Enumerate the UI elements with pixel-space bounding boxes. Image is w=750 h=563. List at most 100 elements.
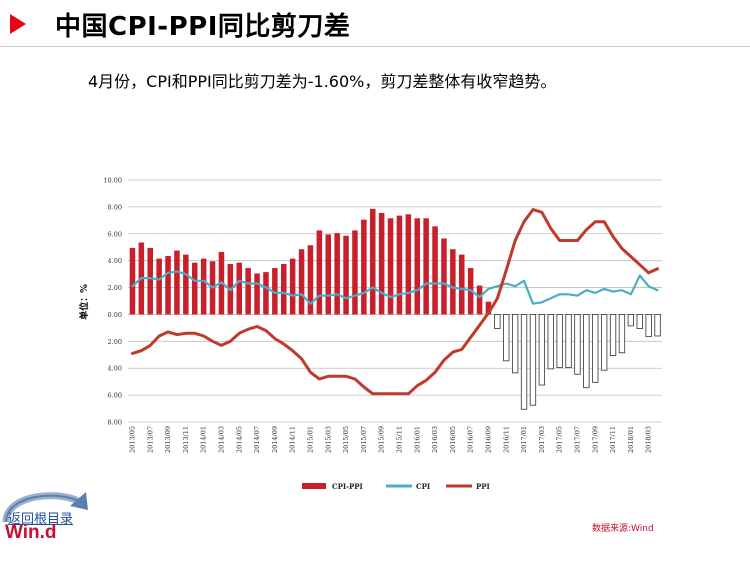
bar-cpi-ppi bbox=[627, 314, 635, 327]
bar-cpi-ppi bbox=[476, 285, 483, 315]
x-tick-label: 2016/03 bbox=[431, 426, 439, 453]
x-tick-label: 2016/07 bbox=[467, 426, 475, 453]
x-tick-label: 2014/01 bbox=[200, 426, 208, 453]
x-tick-label: 2018/03 bbox=[645, 426, 653, 453]
bar-cpi-ppi bbox=[414, 218, 421, 315]
bar-cpi-ppi bbox=[609, 314, 617, 356]
bar-cpi-ppi bbox=[236, 262, 243, 315]
x-tick-label: 2014/07 bbox=[253, 426, 261, 453]
y-tick-label: 8.00 bbox=[108, 419, 122, 427]
x-tick-label: 2013/11 bbox=[182, 426, 190, 453]
legend-label: PPI bbox=[476, 482, 490, 491]
y-tick-label: 8.00 bbox=[108, 203, 122, 211]
x-tick-label: 2013/07 bbox=[146, 426, 154, 453]
bar-cpi-ppi bbox=[556, 314, 563, 368]
line-series bbox=[130, 208, 660, 396]
bar-cpi-ppi bbox=[494, 314, 501, 329]
bar-cpi-ppi bbox=[129, 247, 136, 315]
chart-legend: CPI-PPI CPI PPI bbox=[302, 482, 490, 491]
y-tick-label: 10.00 bbox=[103, 177, 122, 185]
bar-cpi-ppi bbox=[200, 258, 207, 315]
bar-cpi-ppi bbox=[369, 208, 376, 315]
y-tick-label: 6.00 bbox=[108, 392, 122, 400]
data-source: 数据来源:Wind bbox=[592, 524, 654, 534]
x-tick-label: 2017/11 bbox=[609, 426, 617, 453]
title-divider bbox=[0, 46, 750, 47]
legend-label: CPI bbox=[416, 482, 430, 491]
bar-cpi-ppi bbox=[174, 250, 180, 315]
bar-cpi-ppi bbox=[636, 314, 643, 329]
bar-cpi-ppi bbox=[450, 249, 456, 315]
bar-cpi-ppi bbox=[254, 273, 260, 315]
x-tick-label: 2013/05 bbox=[128, 426, 136, 453]
bar-cpi-ppi bbox=[316, 230, 323, 315]
x-tick-label: 2014/09 bbox=[271, 426, 279, 453]
bar-cpi-ppi bbox=[307, 245, 314, 315]
bar-cpi-ppi bbox=[511, 314, 519, 374]
return-arrow-icon bbox=[2, 492, 88, 523]
bar-cpi-ppi bbox=[432, 226, 438, 315]
bar-cpi-ppi bbox=[405, 214, 412, 315]
x-tick-label: 2016/09 bbox=[484, 426, 492, 453]
bar-cpi-ppi bbox=[191, 262, 198, 315]
line-cpi bbox=[131, 270, 659, 305]
x-tick-label: 2015/11 bbox=[395, 426, 403, 453]
title-arrow-icon bbox=[10, 14, 26, 34]
bar-cpi-ppi bbox=[547, 314, 554, 370]
bar-cpi-ppi bbox=[423, 218, 429, 315]
subtitle: 4月份，CPI和PPI同比剪刀差为-1.60%，剪刀差整体有收窄趋势。 bbox=[88, 72, 557, 91]
x-tick-label: 2016/11 bbox=[502, 426, 510, 453]
bar-cpi-ppi bbox=[343, 235, 349, 315]
y-tick-label: 6.00 bbox=[108, 230, 122, 238]
bar-cpi-ppi bbox=[289, 258, 296, 315]
bar-cpi-ppi bbox=[645, 314, 652, 338]
x-tick-label: 2015/03 bbox=[324, 426, 332, 453]
bar-cpi-ppi bbox=[485, 301, 492, 315]
x-tick-label: 2017/01 bbox=[520, 426, 528, 453]
x-tick-label: 2014/05 bbox=[235, 426, 243, 453]
bar-cpi-ppi bbox=[583, 314, 590, 389]
bar-cpi-ppi bbox=[387, 218, 394, 315]
back-to-root-button[interactable]: 返回根目录 Win.d bbox=[0, 488, 90, 558]
y-tick-label: 0.00 bbox=[108, 311, 122, 319]
y-tick-label: 4.00 bbox=[108, 257, 122, 265]
line-ppi bbox=[130, 208, 660, 396]
bar-cpi-ppi bbox=[183, 254, 189, 315]
bar-cpi-ppi bbox=[503, 314, 510, 362]
back-link-label[interactable]: 返回根目录 bbox=[8, 512, 74, 527]
x-tick-label: 2016/05 bbox=[449, 426, 457, 453]
bar-cpi-ppi bbox=[396, 215, 403, 315]
bar-cpi-ppi bbox=[263, 272, 269, 315]
bar-cpi-ppi bbox=[378, 212, 385, 315]
x-tick-label: 2017/05 bbox=[556, 426, 564, 453]
x-tick-label: 2015/05 bbox=[342, 426, 350, 453]
y-axis-label: 单位：% bbox=[78, 284, 90, 320]
bar-cpi-ppi bbox=[520, 314, 528, 410]
bar-cpi-ppi bbox=[334, 233, 340, 315]
bar-cpi-ppi bbox=[280, 264, 287, 315]
bar-cpi-ppi bbox=[529, 314, 537, 406]
wind-logo: Win.d bbox=[5, 522, 57, 543]
x-tick-label: 2017/07 bbox=[574, 426, 582, 453]
bar-cpi-ppi bbox=[538, 314, 546, 386]
x-tick-label: 2017/03 bbox=[538, 426, 546, 453]
legend-label: CPI-PPI bbox=[332, 482, 363, 491]
bar-series bbox=[129, 208, 661, 410]
bar-cpi-ppi bbox=[361, 219, 367, 315]
legend-swatch-bar bbox=[302, 483, 326, 489]
y-tick-label: 2.00 bbox=[108, 284, 122, 292]
bar-cpi-ppi bbox=[600, 314, 608, 371]
bar-cpi-ppi bbox=[654, 314, 661, 337]
bar-cpi-ppi bbox=[565, 314, 572, 368]
x-tick-label: 2014/11 bbox=[289, 426, 297, 453]
x-tick-label: 2017/09 bbox=[591, 426, 599, 453]
x-tick-label: 2016/01 bbox=[413, 426, 421, 453]
x-tick-label: 2013/09 bbox=[164, 426, 172, 453]
bar-cpi-ppi bbox=[147, 247, 154, 315]
bar-cpi-ppi bbox=[592, 314, 599, 383]
y-axis-ticks: 8.00 6.00 4.00 2.00 0.00 2.00 4.00 6.00 8.00 10.0… bbox=[103, 177, 122, 427]
bar-cpi-ppi bbox=[618, 314, 626, 354]
y-tick-label: 2.00 bbox=[108, 338, 122, 346]
bar-cpi-ppi bbox=[441, 238, 447, 315]
